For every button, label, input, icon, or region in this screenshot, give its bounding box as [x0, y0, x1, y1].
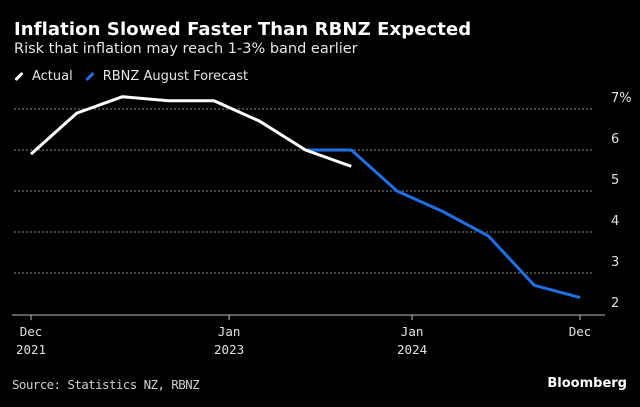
- legend-label-actual: Actual: [32, 69, 73, 84]
- forecast-line: [305, 148, 581, 300]
- y-tick-label: 6: [611, 132, 619, 147]
- y-tick-label: 7%: [611, 91, 632, 106]
- legend-item-actual: Actual: [14, 69, 73, 84]
- source-note: Source: Statistics NZ, RBNZ: [12, 377, 200, 392]
- chart-title: Inflation Slowed Faster Than RBNZ Expect…: [14, 19, 472, 40]
- x-tick-label: Dec: [20, 324, 43, 339]
- x-tick-label: Dec: [569, 324, 592, 339]
- x-tick-label: Jan: [401, 324, 424, 339]
- y-tick-label: 2: [611, 296, 619, 311]
- x-tick-year-label: 2023: [214, 342, 244, 357]
- x-tick-label: Jan: [218, 324, 241, 339]
- y-tick-label: 4: [611, 214, 619, 229]
- bloomberg-logo: Bloomberg: [547, 376, 627, 391]
- x-tick-year-label: 2021: [16, 342, 46, 357]
- x-tick-year-label: 2024: [397, 342, 427, 357]
- chart-subtitle: Risk that inflation may reach 1-3% band …: [14, 41, 358, 57]
- actual-line: [29, 95, 352, 168]
- legend-label-forecast: RBNZ August Forecast: [102, 69, 249, 84]
- y-tick-label: 3: [611, 255, 619, 270]
- legend-item-forecast: RBNZ August Forecast: [85, 69, 248, 84]
- y-tick-label: 5: [611, 173, 619, 188]
- legend: Actual RBNZ August Forecast: [14, 69, 260, 84]
